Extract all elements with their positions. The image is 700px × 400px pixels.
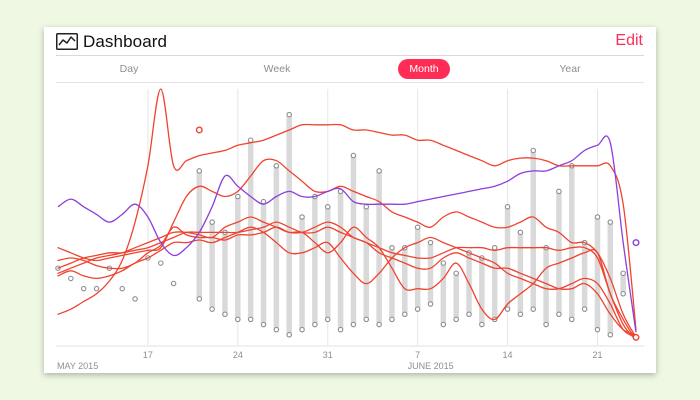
dashboard-chart: 17 24 31 7 14 21 MAY 2015 JUNE 2015 — [55, 88, 644, 371]
series-line-red-5 — [57, 158, 637, 338]
range-bar-low-point — [273, 326, 280, 333]
range-bar-high-point — [196, 168, 203, 174]
data-point — [132, 296, 138, 302]
range-bar-high-point — [389, 244, 395, 251]
range-bar-high-point — [517, 229, 524, 236]
edit-button[interactable]: Edit — [615, 32, 643, 49]
range-bar-low-point — [247, 316, 254, 323]
range-bar-high-point — [324, 204, 331, 210]
range-bar-low-point — [222, 311, 228, 318]
range-bar-low-point — [453, 316, 459, 323]
range-bar-low-point — [427, 301, 434, 307]
range-bar-low-point — [466, 311, 472, 318]
range-bar-low-point — [543, 321, 549, 328]
range-bar-low-point — [594, 326, 601, 333]
range-bar-low-point — [479, 321, 485, 328]
range-bar-high-point — [556, 188, 562, 195]
range-bar-low-point — [504, 306, 511, 312]
range-bar-high-point — [427, 239, 434, 246]
range-bar-low-point — [286, 332, 292, 338]
range-bar-high-point — [453, 270, 459, 277]
x-tick-label: 24 — [233, 350, 243, 360]
range-bar-low-point — [363, 316, 370, 323]
range-bar-high-point — [350, 152, 357, 159]
range-bar-high-point — [209, 219, 215, 225]
range-bar-high-point — [440, 260, 447, 266]
x-tick-label: 17 — [143, 350, 153, 360]
period-tabs: Day Week Month Year — [44, 59, 656, 79]
line-chart-icon — [56, 33, 78, 50]
range-bar-low-point — [312, 321, 318, 328]
range-bar-low-point — [196, 296, 203, 302]
range-bar-high-point — [414, 224, 421, 230]
range-bar-high-point — [376, 168, 382, 174]
range-bar-low-point — [337, 326, 344, 333]
x-tick-label: 31 — [323, 350, 333, 360]
range-bar-high-point — [235, 193, 241, 200]
range-bar-high-point — [247, 137, 254, 143]
period-label-may: MAY 2015 — [57, 361, 98, 371]
range-bar-high-point — [491, 244, 498, 251]
data-point — [68, 275, 74, 282]
range-bar-high-point — [286, 111, 292, 118]
tab-week[interactable]: Week — [263, 63, 291, 75]
range-bar-low-point — [414, 306, 421, 312]
page-title: Dashboard — [83, 32, 168, 51]
data-point — [80, 285, 87, 292]
x-tick-label: 7 — [415, 350, 420, 360]
range-bar-high-point — [607, 219, 614, 225]
tab-year[interactable]: Year — [559, 63, 581, 75]
range-bar-low-point — [581, 306, 588, 312]
range-bar-high-point — [504, 204, 511, 210]
tab-day[interactable]: Day — [119, 63, 139, 75]
data-point — [93, 285, 100, 292]
range-bar-low-point — [235, 316, 241, 323]
range-bar-low-point — [607, 332, 614, 338]
range-bar-low-point — [530, 306, 536, 312]
series-line-red-6 — [57, 221, 637, 341]
range-bar-high-point — [273, 163, 280, 169]
series-line-purple — [57, 135, 637, 333]
range-bar-low-point — [569, 316, 575, 323]
range-bar-low-point — [299, 326, 305, 333]
range-bar-low-point — [324, 316, 331, 323]
range-bar-high-point — [620, 270, 626, 277]
x-tick-label: 21 — [592, 350, 602, 360]
range-bar-high-point — [594, 214, 601, 220]
range-bar-high-point — [260, 198, 267, 205]
range-bar-low-point — [556, 311, 562, 318]
range-bar-low-point — [376, 321, 382, 328]
range-bar-high-point — [363, 204, 370, 210]
data-point — [119, 285, 125, 292]
series-line-red-4 — [57, 216, 637, 336]
series-line-red-1 — [57, 88, 637, 331]
range-bar-low-point — [389, 316, 395, 323]
data-point — [170, 280, 177, 287]
dashboard-window: Dashboard Edit Day Week Month Year 17 24 3… — [44, 27, 656, 373]
endpoint-marker — [632, 239, 640, 247]
range-bar-high-point — [299, 214, 305, 220]
divider — [56, 82, 644, 83]
data-point — [158, 260, 164, 266]
range-bar-low-point — [209, 306, 215, 312]
endpoint-marker — [632, 333, 640, 341]
series-line-red-2 — [57, 226, 637, 341]
tab-month[interactable]: Month — [398, 59, 450, 79]
period-label-june: JUNE 2015 — [408, 361, 454, 371]
range-bar-low-point — [620, 291, 626, 297]
range-bar-high-point — [530, 147, 536, 154]
range-bar-low-point — [440, 321, 447, 328]
range-bar-low-point — [517, 311, 524, 318]
x-tick-label: 14 — [503, 350, 513, 360]
divider — [56, 55, 644, 56]
range-bar-low-point — [402, 311, 408, 318]
range-bar-low-point — [350, 321, 357, 328]
endpoint-marker — [195, 126, 203, 134]
range-bar-low-point — [260, 321, 267, 328]
title-bar: Dashboard Edit — [44, 27, 656, 55]
series-line-red-3 — [57, 226, 637, 338]
